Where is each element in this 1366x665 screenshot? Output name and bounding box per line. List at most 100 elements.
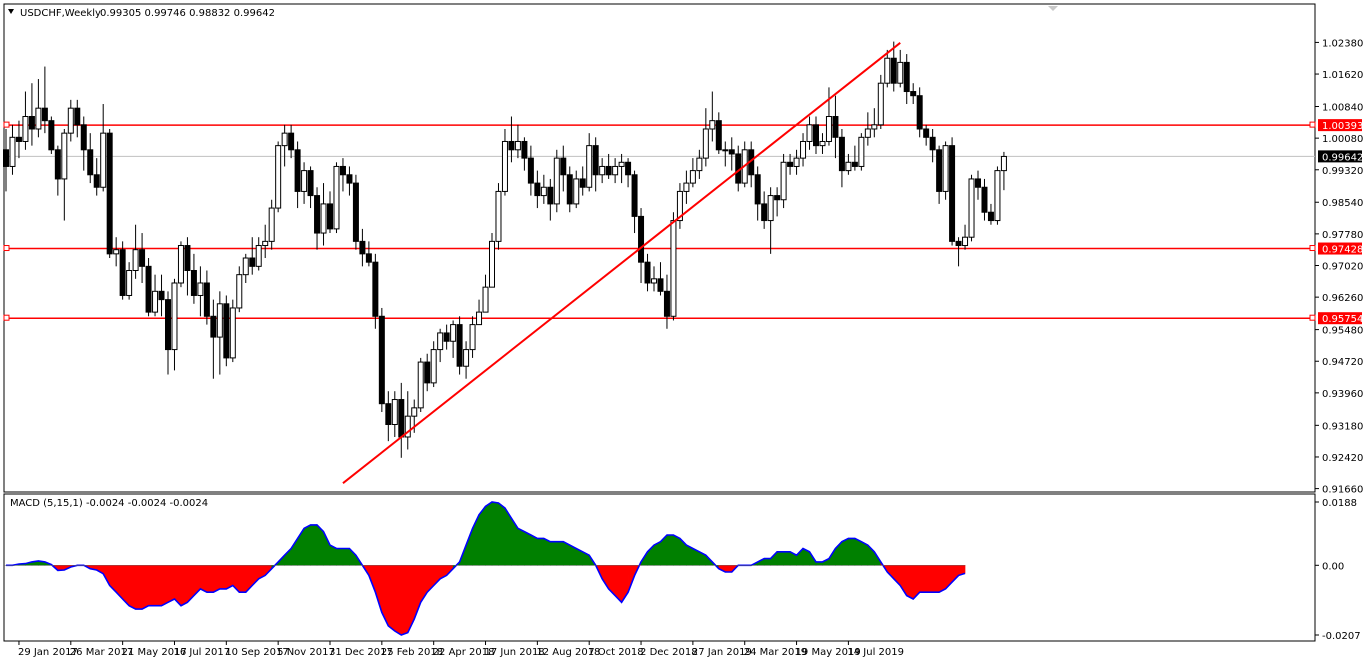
candle-body bbox=[527, 157, 534, 184]
candle bbox=[605, 153, 612, 179]
candle bbox=[255, 237, 262, 271]
candle bbox=[391, 391, 398, 437]
level-anchor-icon[interactable] bbox=[3, 314, 10, 321]
candle bbox=[359, 228, 366, 267]
macd-bar bbox=[925, 565, 933, 593]
candle bbox=[929, 128, 936, 163]
macd-bar bbox=[141, 565, 149, 610]
candle bbox=[592, 137, 599, 192]
candle bbox=[327, 191, 333, 234]
candle bbox=[553, 149, 560, 213]
candle bbox=[709, 91, 716, 142]
candle bbox=[787, 153, 794, 175]
candle bbox=[884, 49, 891, 88]
candle-body bbox=[262, 240, 269, 247]
level-anchor-icon[interactable] bbox=[3, 245, 10, 252]
candle bbox=[955, 237, 962, 267]
candle bbox=[631, 170, 638, 234]
candle-body bbox=[495, 190, 502, 242]
candle bbox=[203, 270, 210, 325]
candle bbox=[249, 237, 256, 275]
candle bbox=[87, 133, 94, 184]
macd-bar bbox=[128, 565, 136, 610]
candle bbox=[819, 133, 826, 154]
trendline-layer bbox=[342, 42, 901, 484]
candle bbox=[424, 353, 431, 392]
candle-body bbox=[132, 249, 139, 272]
candle bbox=[378, 307, 385, 413]
candle-body bbox=[320, 203, 327, 234]
price-tick-label: 0.93180 bbox=[1322, 421, 1363, 432]
candle-body bbox=[476, 311, 483, 326]
level-anchor-icon[interactable] bbox=[1309, 121, 1316, 128]
macd-bar bbox=[919, 565, 927, 593]
candle bbox=[450, 320, 457, 358]
candle bbox=[80, 116, 87, 171]
candle bbox=[190, 253, 197, 304]
candle bbox=[9, 124, 16, 175]
candle-body bbox=[955, 240, 962, 247]
candle bbox=[158, 274, 165, 317]
candle-body bbox=[715, 120, 722, 151]
candle bbox=[949, 137, 956, 246]
candle-body bbox=[223, 303, 230, 359]
candle-body bbox=[625, 161, 632, 176]
candle bbox=[625, 158, 632, 188]
candle-body bbox=[586, 145, 593, 188]
candle bbox=[962, 224, 969, 250]
level-anchor-icon[interactable] bbox=[1309, 245, 1316, 252]
candle bbox=[683, 170, 690, 204]
candle-body bbox=[936, 149, 943, 192]
candle-body bbox=[74, 107, 81, 126]
price-tick-label: 1.02380 bbox=[1322, 38, 1363, 49]
candle-body bbox=[761, 203, 768, 222]
candle-body bbox=[190, 270, 197, 296]
macd-signal-line bbox=[6, 501, 966, 636]
price-tick-label: 0.91660 bbox=[1322, 485, 1363, 496]
trendline[interactable] bbox=[342, 42, 901, 484]
candle bbox=[41, 66, 48, 134]
macd-bar bbox=[135, 565, 143, 610]
candle bbox=[1000, 151, 1007, 191]
candle bbox=[612, 158, 619, 184]
candle-body bbox=[968, 178, 975, 238]
time-tick-label: 10 Sep 2017 bbox=[225, 647, 288, 658]
candle bbox=[923, 124, 930, 146]
candle bbox=[579, 166, 586, 196]
candle-body bbox=[87, 149, 94, 176]
candle bbox=[171, 278, 178, 371]
candle-body bbox=[61, 132, 68, 180]
candle bbox=[806, 116, 813, 150]
candle-body bbox=[398, 399, 405, 438]
level-anchor-icon[interactable] bbox=[3, 121, 10, 128]
candle bbox=[489, 233, 495, 288]
macd-bar bbox=[666, 534, 674, 566]
candle-body bbox=[152, 290, 159, 313]
candle-body bbox=[838, 136, 845, 172]
candle-body bbox=[618, 161, 625, 167]
time-tick-label: 25 Feb 2018 bbox=[381, 647, 443, 658]
macd-bar bbox=[180, 565, 188, 607]
level-anchor-icon[interactable] bbox=[1309, 314, 1316, 321]
candle bbox=[126, 262, 133, 300]
candle bbox=[599, 158, 606, 184]
candle-body bbox=[294, 149, 301, 192]
candle-body bbox=[489, 240, 495, 288]
candle-body bbox=[165, 299, 171, 351]
macd-bar bbox=[763, 558, 771, 566]
candle bbox=[417, 357, 424, 413]
macd-bar bbox=[841, 537, 849, 566]
candle bbox=[229, 299, 236, 363]
candle bbox=[333, 162, 340, 234]
candle bbox=[696, 149, 703, 179]
scroll-indicator-icon bbox=[1048, 6, 1058, 11]
macd-histogram bbox=[4, 501, 966, 636]
candle-body bbox=[605, 165, 612, 176]
dropdown-triangle-icon[interactable] bbox=[8, 9, 14, 14]
candle bbox=[813, 116, 819, 154]
macd-bar bbox=[517, 527, 525, 566]
candle-body bbox=[236, 274, 243, 309]
candle bbox=[67, 99, 74, 142]
candle-body bbox=[877, 82, 884, 126]
candle-body bbox=[845, 161, 852, 172]
